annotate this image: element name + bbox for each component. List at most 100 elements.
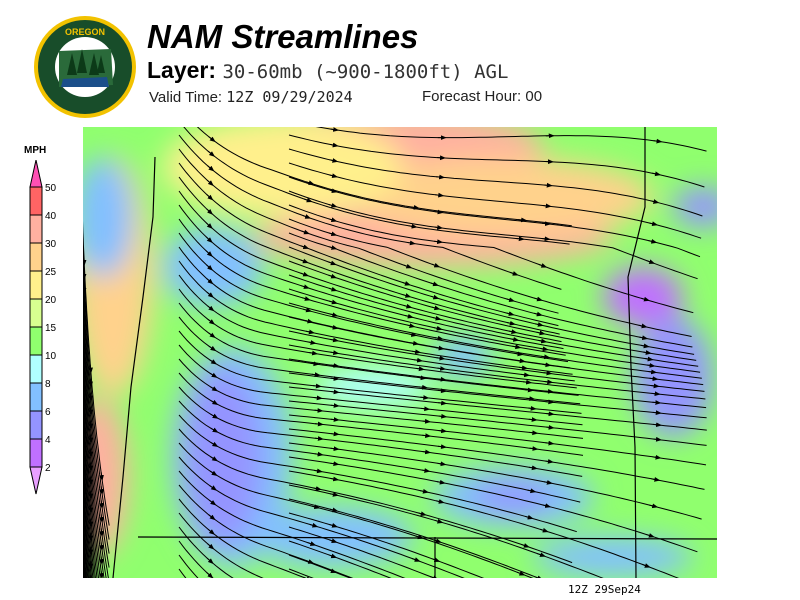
legend-swatch: [29, 298, 43, 328]
legend-label: 40: [45, 211, 57, 222]
streamline-arrow: [437, 388, 447, 394]
streamline: [288, 442, 702, 520]
streamline-arrow: [208, 514, 216, 521]
streamline: [288, 428, 705, 490]
streamline: [288, 344, 706, 400]
streamline-arrow: [422, 433, 432, 438]
streamline-arrow: [651, 391, 661, 397]
streamline-arrow: [99, 472, 104, 482]
streamline: [288, 134, 705, 188]
streamline: [178, 442, 534, 578]
streamline: [183, 127, 570, 245]
streamline: [178, 344, 583, 426]
streamline-arrow: [207, 318, 216, 325]
streamline-arrow: [422, 449, 432, 455]
streamline-arrow: [650, 383, 660, 389]
streamline-arrow: [313, 395, 323, 401]
streamline-arrow: [543, 182, 553, 188]
streamline-arrow: [545, 440, 555, 446]
streamline-arrow: [410, 205, 420, 210]
legend-swatch: [29, 270, 43, 300]
streamline-arrow: [431, 262, 441, 268]
streamline: [83, 402, 94, 578]
streamline-arrow: [515, 236, 525, 242]
streamline-arrow: [533, 311, 543, 317]
streamline-arrow: [311, 372, 321, 378]
streamline-arrow: [646, 363, 656, 368]
streamline-arrow: [209, 470, 218, 476]
streamline: [178, 540, 214, 578]
streamline: [83, 460, 90, 578]
streamline-arrow: [436, 174, 446, 180]
streamline-arrow: [505, 311, 515, 316]
streamline: [83, 542, 85, 578]
streamline-arrow: [512, 344, 522, 350]
legend-label: 10: [45, 351, 57, 362]
streamline: [288, 190, 698, 280]
streamline-arrow: [543, 480, 553, 485]
streamline-arrow: [206, 557, 214, 565]
streamline-arrow: [421, 468, 431, 473]
streamline-arrow: [328, 203, 338, 208]
streamline-arrow: [652, 454, 662, 460]
wind-speed-area: [183, 367, 263, 547]
streamline-arrow: [506, 297, 516, 303]
legend-swatch: [29, 354, 43, 384]
streamline: [288, 372, 707, 419]
streamline-arrow: [328, 286, 338, 292]
streamline-arrow: [432, 315, 442, 321]
legend-swatch: [29, 214, 43, 244]
streamline: [83, 446, 91, 578]
streamline: [83, 346, 100, 578]
streamline-arrow: [436, 355, 446, 361]
legend-label: 8: [45, 379, 51, 390]
legend-swatch: [29, 382, 43, 412]
legend-label: 50: [45, 183, 57, 194]
streamline: [178, 456, 465, 578]
streamline-arrow: [523, 379, 533, 385]
streamline-arrow: [330, 337, 339, 343]
streamline-arrow: [436, 479, 446, 485]
streamline: [196, 127, 572, 227]
streamline-arrow: [420, 395, 430, 400]
streamline-arrow: [210, 413, 219, 419]
streamline-arrow: [543, 370, 553, 376]
streamline-arrow: [539, 346, 549, 352]
streamline-arrow: [438, 413, 448, 419]
streamline-arrow: [541, 354, 551, 360]
streamline: [178, 162, 559, 327]
streamline: [178, 428, 573, 564]
streamline-arrow: [527, 488, 537, 494]
streamline: [83, 318, 103, 578]
streamline-arrow: [314, 451, 324, 457]
streamline-arrow: [430, 294, 440, 300]
legend-swatch: [29, 438, 43, 468]
streamline-arrow: [403, 263, 413, 269]
streamline-arrow: [330, 417, 340, 422]
streamline-arrow: [209, 372, 218, 378]
streamline-arrow: [330, 461, 340, 467]
streamline-arrow: [435, 192, 445, 198]
streamline-arrow: [208, 136, 216, 143]
streamline-arrow: [206, 264, 214, 271]
streamline-arrow: [528, 465, 538, 471]
streamline-arrow: [510, 271, 519, 276]
streamline-arrow: [208, 345, 217, 352]
streamline-arrow: [417, 511, 427, 516]
streamline-arrow: [313, 468, 323, 474]
streamline: [178, 204, 564, 350]
streamline-arrow: [652, 171, 662, 177]
streamline-arrow: [328, 553, 338, 559]
streamline-arrow: [414, 357, 424, 363]
streamline-arrow: [430, 575, 439, 578]
forecast-hour: Forecast Hour: 00: [422, 88, 542, 105]
streamline-arrow: [419, 384, 429, 390]
streamline-arrow: [328, 538, 338, 543]
streamline: [288, 204, 694, 314]
streamline-arrow: [99, 556, 104, 566]
streamline-arrow: [328, 260, 337, 266]
streamline-arrow: [544, 459, 554, 464]
streamline-arrow: [437, 366, 447, 371]
streamline-arrow: [206, 278, 214, 285]
streamline: [178, 484, 354, 578]
